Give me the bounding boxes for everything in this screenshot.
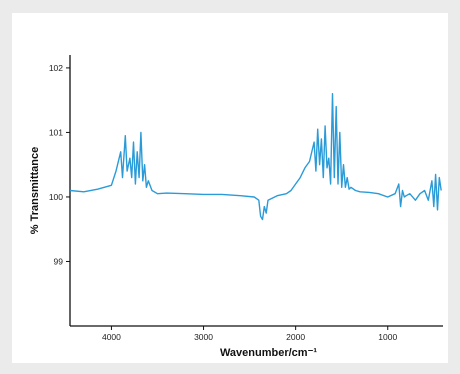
x-axis-title: Wavenumber/cm⁻¹ [220, 347, 317, 359]
y-tick-label: 99 [54, 256, 64, 266]
x-tick-label: 4000 [102, 332, 121, 342]
x-tick-label: 1000 [378, 332, 397, 342]
y-tick-label: 101 [49, 127, 63, 137]
x-tick-label: 3000 [194, 332, 213, 342]
chart-panel: 99 100 101 102 4000 3000 2000 1000 Wavenumber/cm… [12, 13, 448, 363]
y-axis-title: % Transmittance [29, 147, 41, 234]
x-tick-label: 2000 [286, 332, 305, 342]
spectrum-line [69, 92, 442, 221]
y-tick-label: 100 [49, 192, 63, 202]
y-tick-label: 102 [49, 63, 63, 73]
chart-svg: 99 100 101 102 4000 3000 2000 1000 Wavenumber/cm… [29, 55, 443, 359]
